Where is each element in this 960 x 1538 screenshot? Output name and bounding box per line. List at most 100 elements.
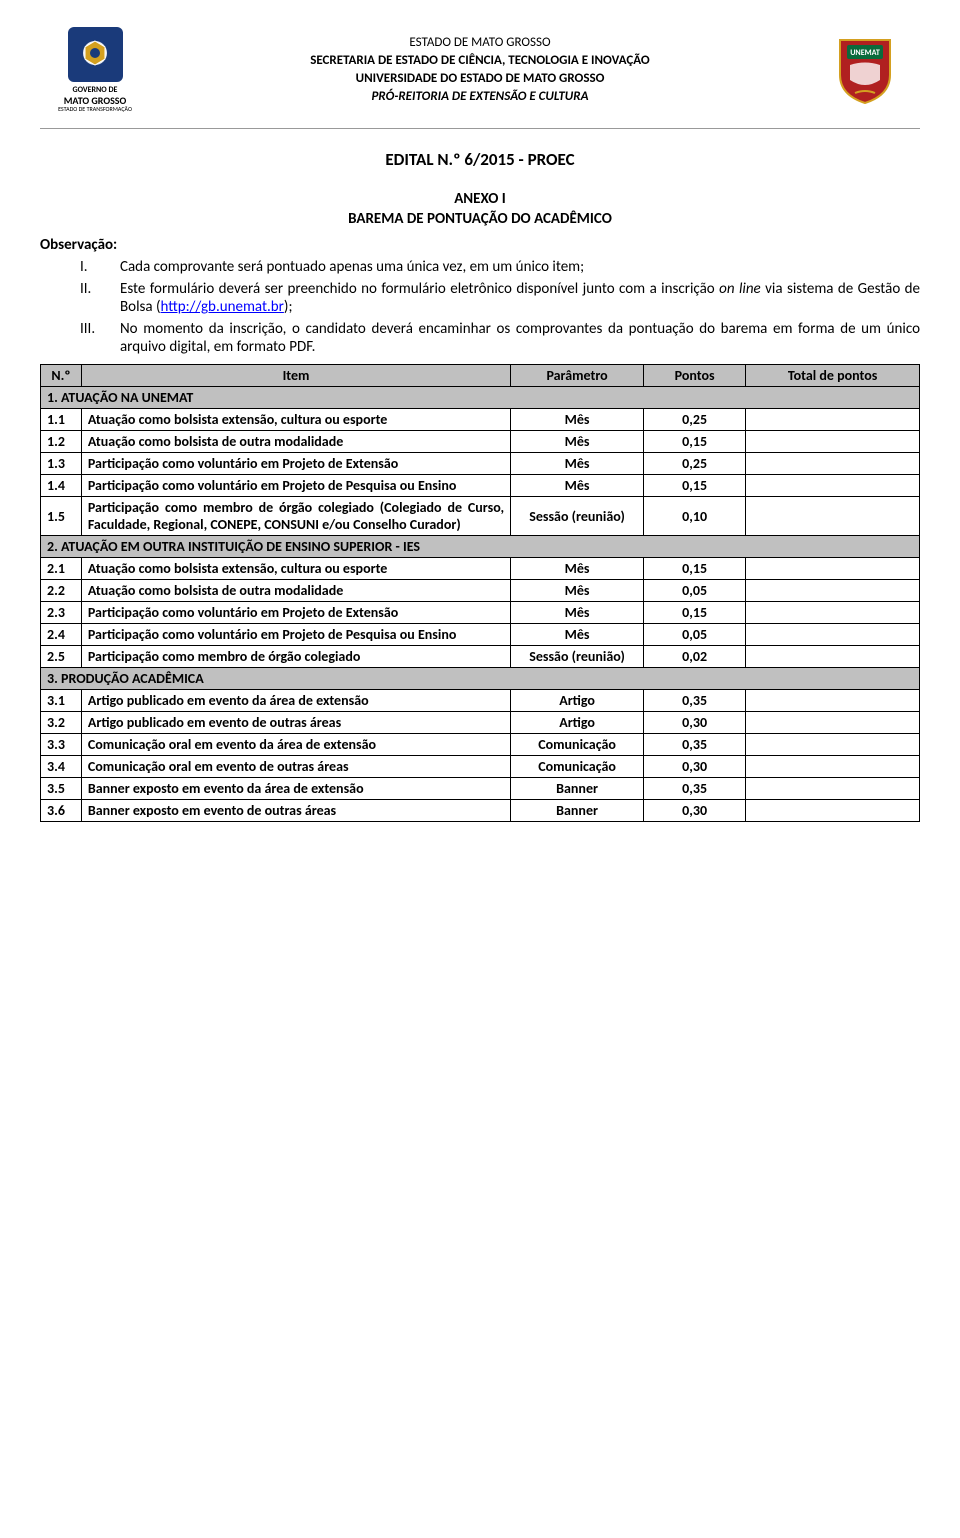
section-1-row: 1. ATUAÇÃO NA UNEMAT bbox=[41, 387, 920, 409]
table-row: 2.3Participação como voluntário em Proje… bbox=[41, 602, 920, 624]
cell-total bbox=[746, 690, 920, 712]
obs-roman-1: I. bbox=[80, 258, 120, 276]
cell-pts: 0,15 bbox=[644, 475, 746, 497]
obs-item-3: III. No momento da inscrição, o candidat… bbox=[80, 320, 920, 356]
table-row: 3.5Banner exposto em evento da área de e… bbox=[41, 778, 920, 800]
cell-item: Participação como membro de órgão colegi… bbox=[81, 646, 510, 668]
cell-no: 1.4 bbox=[41, 475, 82, 497]
document-header: GOVERNO DE MATO GROSSO ESTADO DE TRANSFO… bbox=[40, 20, 920, 129]
cell-no: 3.4 bbox=[41, 756, 82, 778]
table-row: 1.1Atuação como bolsista extensão, cultu… bbox=[41, 409, 920, 431]
cell-item: Comunicação oral em evento de outras áre… bbox=[81, 756, 510, 778]
cell-param: Mês bbox=[511, 624, 644, 646]
cell-total bbox=[746, 409, 920, 431]
cell-no: 3.2 bbox=[41, 712, 82, 734]
section-3-row: 3. PRODUÇÃO ACADÊMICA bbox=[41, 668, 920, 690]
cell-param: Sessão (reunião) bbox=[511, 497, 644, 536]
cell-pts: 0,05 bbox=[644, 624, 746, 646]
obs2-pre: Este formulário deverá ser preenchido no… bbox=[120, 280, 719, 298]
cell-total bbox=[746, 734, 920, 756]
cell-item: Comunicação oral em evento da área de ex… bbox=[81, 734, 510, 756]
cell-param: Mês bbox=[511, 602, 644, 624]
cell-param: Mês bbox=[511, 558, 644, 580]
cell-item: Banner exposto em evento da área de exte… bbox=[81, 778, 510, 800]
cell-total bbox=[746, 778, 920, 800]
cell-total bbox=[746, 602, 920, 624]
cell-param: Mês bbox=[511, 431, 644, 453]
table-row: 2.4Participação como voluntário em Proje… bbox=[41, 624, 920, 646]
table-row: 3.2Artigo publicado em evento de outras … bbox=[41, 712, 920, 734]
cell-no: 2.5 bbox=[41, 646, 82, 668]
section-3-label: 3. PRODUÇÃO ACADÊMICA bbox=[41, 668, 920, 690]
obs2-link[interactable]: http://gb.unemat.br bbox=[161, 298, 284, 316]
cell-no: 1.3 bbox=[41, 453, 82, 475]
table-row: 2.2Atuação como bolsista de outra modali… bbox=[41, 580, 920, 602]
cell-param: Banner bbox=[511, 800, 644, 822]
obs-item-2: II. Este formulário deverá ser preenchid… bbox=[80, 280, 920, 316]
obs2-italic: on line bbox=[719, 280, 761, 298]
cell-item: Banner exposto em evento de outras áreas bbox=[81, 800, 510, 822]
cell-pts: 0,15 bbox=[644, 558, 746, 580]
th-pts: Pontos bbox=[644, 365, 746, 387]
anexo-title: ANEXO I bbox=[40, 190, 920, 208]
table-row: 1.3Participação como voluntário em Proje… bbox=[41, 453, 920, 475]
cell-pts: 0,35 bbox=[644, 690, 746, 712]
cell-param: Comunicação bbox=[511, 734, 644, 756]
cell-total bbox=[746, 558, 920, 580]
th-total: Total de pontos bbox=[746, 365, 920, 387]
cell-item: Artigo publicado em evento da área de ex… bbox=[81, 690, 510, 712]
cell-no: 2.3 bbox=[41, 602, 82, 624]
barema-title: BAREMA DE PONTUAÇÃO DO ACADÊMICO bbox=[40, 210, 920, 228]
table-header-row: N.º Item Parâmetro Pontos Total de ponto… bbox=[41, 365, 920, 387]
table-row: 2.5Participação como membro de órgão col… bbox=[41, 646, 920, 668]
logo-left-caption: GOVERNO DE MATO GROSSO ESTADO DE TRANSFO… bbox=[58, 86, 132, 112]
cell-total bbox=[746, 712, 920, 734]
cell-item: Atuação como bolsista de outra modalidad… bbox=[81, 580, 510, 602]
cell-pts: 0,30 bbox=[644, 712, 746, 734]
cell-item: Participação como voluntário em Projeto … bbox=[81, 453, 510, 475]
cell-item: Atuação como bolsista extensão, cultura … bbox=[81, 558, 510, 580]
cell-no: 2.1 bbox=[41, 558, 82, 580]
cell-item: Participação como voluntário em Projeto … bbox=[81, 602, 510, 624]
cell-no: 2.4 bbox=[41, 624, 82, 646]
caption-line3: ESTADO DE TRANSFORMAÇÃO bbox=[58, 106, 132, 113]
svg-text:UNEMAT: UNEMAT bbox=[850, 48, 880, 58]
cell-item: Participação como voluntário em Projeto … bbox=[81, 475, 510, 497]
section-2-label: 2. ATUAÇÃO EM OUTRA INSTITUIÇÃO DE ENSIN… bbox=[41, 536, 920, 558]
cell-pts: 0,25 bbox=[644, 409, 746, 431]
obs-item-1: I. Cada comprovante será pontuado apenas… bbox=[80, 258, 920, 276]
section-1-label: 1. ATUAÇÃO NA UNEMAT bbox=[41, 387, 920, 409]
th-no: N.º bbox=[41, 365, 82, 387]
cell-total bbox=[746, 800, 920, 822]
table-row: 3.1Artigo publicado em evento da área de… bbox=[41, 690, 920, 712]
table-row: 1.5Participação como membro de órgão col… bbox=[41, 497, 920, 536]
cell-param: Comunicação bbox=[511, 756, 644, 778]
cell-pts: 0,10 bbox=[644, 497, 746, 536]
cell-item: Participação como membro de órgão colegi… bbox=[81, 497, 510, 536]
unemat-shield-icon: UNEMAT bbox=[835, 35, 895, 105]
cell-pts: 0,30 bbox=[644, 756, 746, 778]
logo-right: UNEMAT bbox=[810, 20, 920, 120]
cell-no: 2.2 bbox=[41, 580, 82, 602]
table-row: 1.2Atuação como bolsista de outra modali… bbox=[41, 431, 920, 453]
header-line4: PRÓ-REITORIA DE EXTENSÃO E CULTURA bbox=[150, 88, 810, 106]
observacao-label: Observação: bbox=[40, 236, 920, 254]
cell-total bbox=[746, 624, 920, 646]
section-2-row: 2. ATUAÇÃO EM OUTRA INSTITUIÇÃO DE ENSIN… bbox=[41, 536, 920, 558]
cell-no: 1.5 bbox=[41, 497, 82, 536]
edital-title: EDITAL N.º 6/2015 - PROEC bbox=[40, 149, 920, 170]
obs-text-2: Este formulário deverá ser preenchido no… bbox=[120, 280, 920, 316]
header-line2: SECRETARIA DE ESTADO DE CIÊNCIA, TECNOLO… bbox=[150, 52, 810, 70]
cell-no: 3.5 bbox=[41, 778, 82, 800]
header-line1: ESTADO DE MATO GROSSO bbox=[150, 34, 810, 52]
cell-pts: 0,30 bbox=[644, 800, 746, 822]
obs-text-1: Cada comprovante será pontuado apenas um… bbox=[120, 258, 920, 276]
cell-param: Banner bbox=[511, 778, 644, 800]
cell-pts: 0,35 bbox=[644, 778, 746, 800]
cell-no: 3.6 bbox=[41, 800, 82, 822]
cell-no: 1.1 bbox=[41, 409, 82, 431]
table-row: 1.4Participação como voluntário em Proje… bbox=[41, 475, 920, 497]
observacao-list: I. Cada comprovante será pontuado apenas… bbox=[40, 258, 920, 356]
state-badge-icon bbox=[68, 27, 123, 82]
obs-roman-2: II. bbox=[80, 280, 120, 316]
